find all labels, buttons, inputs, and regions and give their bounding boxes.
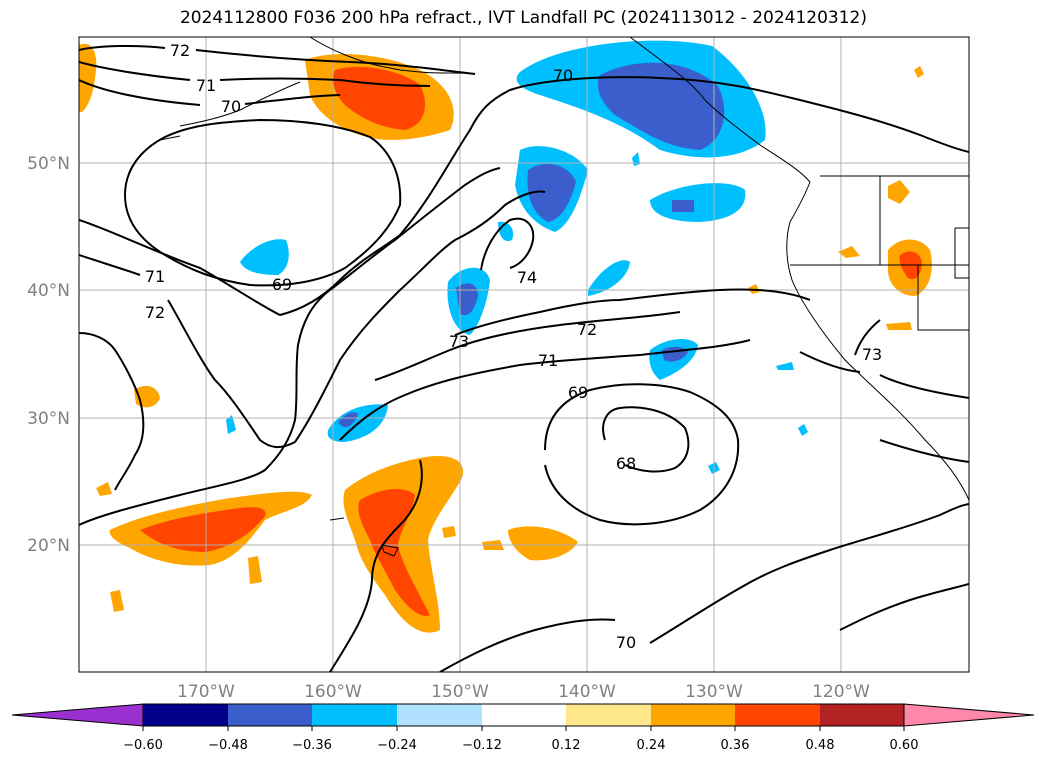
contour-lines [79,44,969,672]
lon-label: 130°W [685,682,743,702]
contour-label: 69 [568,383,588,402]
contour-label: 69 [272,275,292,294]
contour-label: 70 [221,97,241,116]
coastlines [159,37,969,557]
colorbar-segment [397,704,482,726]
colorbar-segment [143,704,228,726]
contour-label: 73 [862,345,882,364]
contour-label: 70 [553,66,573,85]
colorbar-tick-label: 0.24 [637,738,666,753]
lon-label: 140°W [558,682,616,702]
lon-label: 160°W [304,682,362,702]
contour-label: 72 [145,303,165,322]
map-title: 2024112800 F036 200 hPa refract., IVT La… [179,8,867,28]
colorbar-tick-label: 0.12 [552,738,581,753]
lat-label: 50°N [27,154,70,174]
lat-label: 40°N [27,281,70,301]
gridlines [79,37,969,672]
colorbar-tick-label: 0.48 [806,738,835,753]
colorbar-tick-label: −0.60 [123,738,163,753]
colorbar-tick-label: 0.60 [890,738,919,753]
colorbar-tick-label: −0.48 [208,738,248,753]
contour-label: 73 [449,332,469,351]
colorbar-extend-high [903,703,1035,727]
colorbar-tick-label: −0.12 [462,738,502,753]
contour-label: 71 [145,267,165,286]
colorbar-extend-low [11,703,144,727]
lon-label: 170°W [177,682,235,702]
contour-label: 68 [616,454,636,473]
contour-label: 72 [577,320,597,339]
colorbar-tick-label: −0.24 [377,738,417,753]
colorbar: −0.60 −0.48 −0.36 −0.24 −0.12 0.12 0.24 … [11,703,1035,753]
map-frame [78,36,970,673]
contour-label: 70 [616,633,636,652]
contour-label: 71 [196,76,216,95]
colorbar-segment [820,704,904,726]
contour-label: 71 [538,351,558,370]
contour-label-group: 72 71 70 71 72 69 74 73 72 71 69 68 70 7… [145,41,882,652]
colorbar-tick-label: −0.36 [292,738,332,753]
shaded-anomalies [79,40,932,633]
contour-label: 72 [170,41,190,60]
colorbar-segment [312,704,397,726]
colorbar-tick-label: 0.36 [721,738,750,753]
lat-label: 30°N [27,409,70,429]
lon-label: 150°W [431,682,489,702]
lon-label: 120°W [812,682,870,702]
colorbar-segment [651,704,735,726]
colorbar-segment [566,704,651,726]
colorbar-segment [735,704,820,726]
colorbar-segment [228,704,312,726]
contour-label: 74 [517,268,537,287]
colorbar-segment [482,704,566,726]
lat-label: 20°N [27,536,70,556]
